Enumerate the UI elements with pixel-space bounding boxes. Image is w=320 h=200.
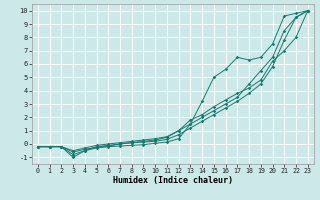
X-axis label: Humidex (Indice chaleur): Humidex (Indice chaleur) xyxy=(113,176,233,185)
